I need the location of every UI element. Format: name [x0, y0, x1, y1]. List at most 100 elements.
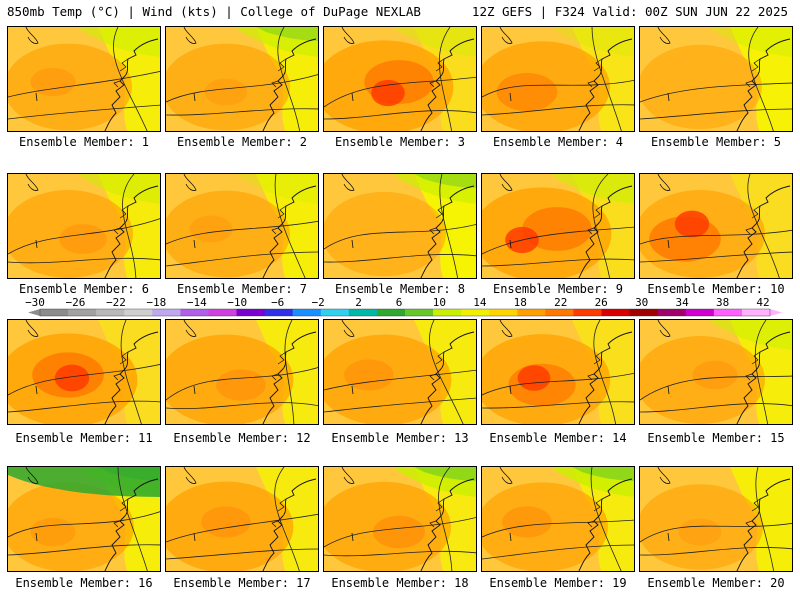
- colorbar-segment: [685, 309, 715, 316]
- temperature-map: [640, 27, 792, 131]
- colorbar-tick-label: 10: [433, 296, 446, 309]
- colorbar-tick-label: −2: [311, 296, 324, 309]
- ensemble-map-panel: [639, 319, 793, 425]
- colorbar-tick-label: 22: [554, 296, 567, 309]
- ensemble-member-label: Ensemble Member: 3: [334, 135, 466, 149]
- temperature-map: [166, 27, 318, 131]
- colorbar-segment: [629, 309, 659, 316]
- ensemble-map-panel: [481, 319, 635, 425]
- colorbar-tick-label: 34: [675, 296, 689, 309]
- ensemble-member-label: Ensemble Member: 2: [176, 135, 308, 149]
- ensemble-member-label: Ensemble Member: 11: [15, 431, 153, 445]
- colorbar-segment: [208, 309, 238, 316]
- temperature-map: [482, 320, 634, 424]
- colorbar-segment: [40, 309, 69, 316]
- colorbar-segment: [461, 309, 490, 316]
- colorbar-right-arrow: [770, 309, 782, 316]
- colorbar-tick-label: −30: [25, 296, 45, 309]
- ensemble-member-label: Ensemble Member: 17: [173, 576, 311, 590]
- temperature-map: [8, 174, 160, 278]
- ensemble-member-label: Ensemble Member: 13: [331, 431, 469, 445]
- colorbar-segment: [236, 309, 266, 316]
- colorbar-segment: [68, 309, 97, 316]
- temperature-map: [324, 27, 476, 131]
- colorbar-segment: [489, 309, 518, 316]
- ensemble-member-label: Ensemble Member: 18: [331, 576, 469, 590]
- temperature-map: [324, 320, 476, 424]
- colorbar-tick-label: 30: [635, 296, 648, 309]
- ensemble-member-label: Ensemble Member: 9: [492, 282, 624, 296]
- ensemble-member-label: Ensemble Member: 16: [15, 576, 153, 590]
- colorbar-left-arrow: [28, 309, 40, 316]
- temperature-map: [8, 320, 160, 424]
- colorbar-tick-label: −22: [106, 296, 126, 309]
- colorbar-tick-label: 2: [355, 296, 362, 309]
- colorbar-tick-label: 6: [396, 296, 403, 309]
- colorbar-tick-label: 42: [756, 296, 769, 309]
- colorbar-segment: [573, 309, 603, 316]
- colorbar-tick-label: −6: [271, 296, 284, 309]
- colorbar-segment: [264, 309, 294, 316]
- temperature-map: [640, 467, 792, 571]
- ensemble-member-label: Ensemble Member: 6: [18, 282, 150, 296]
- colorbar-segment: [376, 309, 406, 316]
- ensemble-member-label: Ensemble Member: 8: [334, 282, 466, 296]
- temperature-map: [166, 320, 318, 424]
- ensemble-map-panel: [165, 319, 319, 425]
- temperature-map: [482, 27, 634, 131]
- ensemble-map-panel: [481, 173, 635, 279]
- ensemble-map-panel: [481, 26, 635, 132]
- colorbar-segment: [517, 309, 546, 316]
- ensemble-map-panel: [165, 173, 319, 279]
- ensemble-member-label: Ensemble Member: 1: [18, 135, 150, 149]
- ensemble-member-label: Ensemble Member: 12: [173, 431, 311, 445]
- ensemble-member-label: Ensemble Member: 14: [489, 431, 627, 445]
- ensemble-map-panel: [7, 319, 161, 425]
- colorbar-segment: [405, 309, 434, 316]
- ensemble-map-panel: [323, 319, 477, 425]
- colorbar-tick-label: 14: [473, 296, 487, 309]
- map-title: 850mb Temp (°C) | Wind (kts) | College o…: [7, 4, 421, 19]
- temperature-colorbar: −30 −26 −22 −18 −14 −10 −6 −2 2 6 10 14 18 22 26 30 34 38…: [25, 296, 782, 317]
- temperature-map: [166, 467, 318, 571]
- ensemble-member-label: Ensemble Member: 19: [489, 576, 627, 590]
- temperature-map: [640, 174, 792, 278]
- colorbar-segment: [180, 309, 209, 316]
- colorbar-segment: [601, 309, 631, 316]
- ensemble-member-label: Ensemble Member: 4: [492, 135, 624, 149]
- colorbar-segment: [545, 309, 574, 316]
- temperature-map: [482, 467, 634, 571]
- colorbar-segment: [348, 309, 378, 316]
- ensemble-map-panel: [7, 466, 161, 572]
- temperature-map: [482, 174, 634, 278]
- ensemble-map-panel: [639, 173, 793, 279]
- colorbar-segment: [124, 309, 153, 316]
- colorbar-segment: [657, 309, 687, 316]
- ensemble-map-panel: [165, 466, 319, 572]
- colorbar-segment: [433, 309, 462, 316]
- ensemble-member-label: Ensemble Member: 10: [647, 282, 785, 296]
- model-run-info: 12Z GEFS | F324 Valid: 00Z SUN JUN 22 20…: [471, 4, 788, 19]
- colorbar-tick-label: −14: [187, 296, 207, 309]
- colorbar-tick-label: −18: [146, 296, 166, 309]
- ensemble-map-panel: [165, 26, 319, 132]
- colorbar-segment: [320, 309, 350, 316]
- ensemble-map-panel: [481, 466, 635, 572]
- ensemble-map-panel: [639, 466, 793, 572]
- temperature-map: [324, 174, 476, 278]
- ensemble-map-panel: [323, 466, 477, 572]
- ensemble-member-label: Ensemble Member: 15: [647, 431, 785, 445]
- colorbar-tick-label: 18: [514, 296, 527, 309]
- ensemble-member-label: Ensemble Member: 20: [647, 576, 785, 590]
- ensemble-member-label: Ensemble Member: 7: [176, 282, 308, 296]
- colorbar-tick-label: 38: [716, 296, 729, 309]
- ensemble-member-label: Ensemble Member: 5: [650, 135, 782, 149]
- colorbar-segment: [152, 309, 181, 316]
- temperature-map: [8, 467, 160, 571]
- colorbar-segment: [292, 309, 322, 316]
- ensemble-map-panel: [639, 26, 793, 132]
- ensemble-map-panel: [7, 26, 161, 132]
- temperature-map: [640, 320, 792, 424]
- colorbar-tick-label: −10: [227, 296, 247, 309]
- ensemble-map-panel: [323, 173, 477, 279]
